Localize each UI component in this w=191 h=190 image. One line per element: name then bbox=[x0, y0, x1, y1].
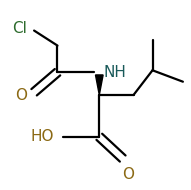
Text: Cl: Cl bbox=[12, 21, 27, 36]
Text: NH: NH bbox=[103, 65, 126, 80]
Text: HO: HO bbox=[30, 129, 54, 144]
Text: O: O bbox=[122, 167, 134, 182]
Polygon shape bbox=[96, 75, 103, 95]
Text: O: O bbox=[15, 88, 27, 102]
